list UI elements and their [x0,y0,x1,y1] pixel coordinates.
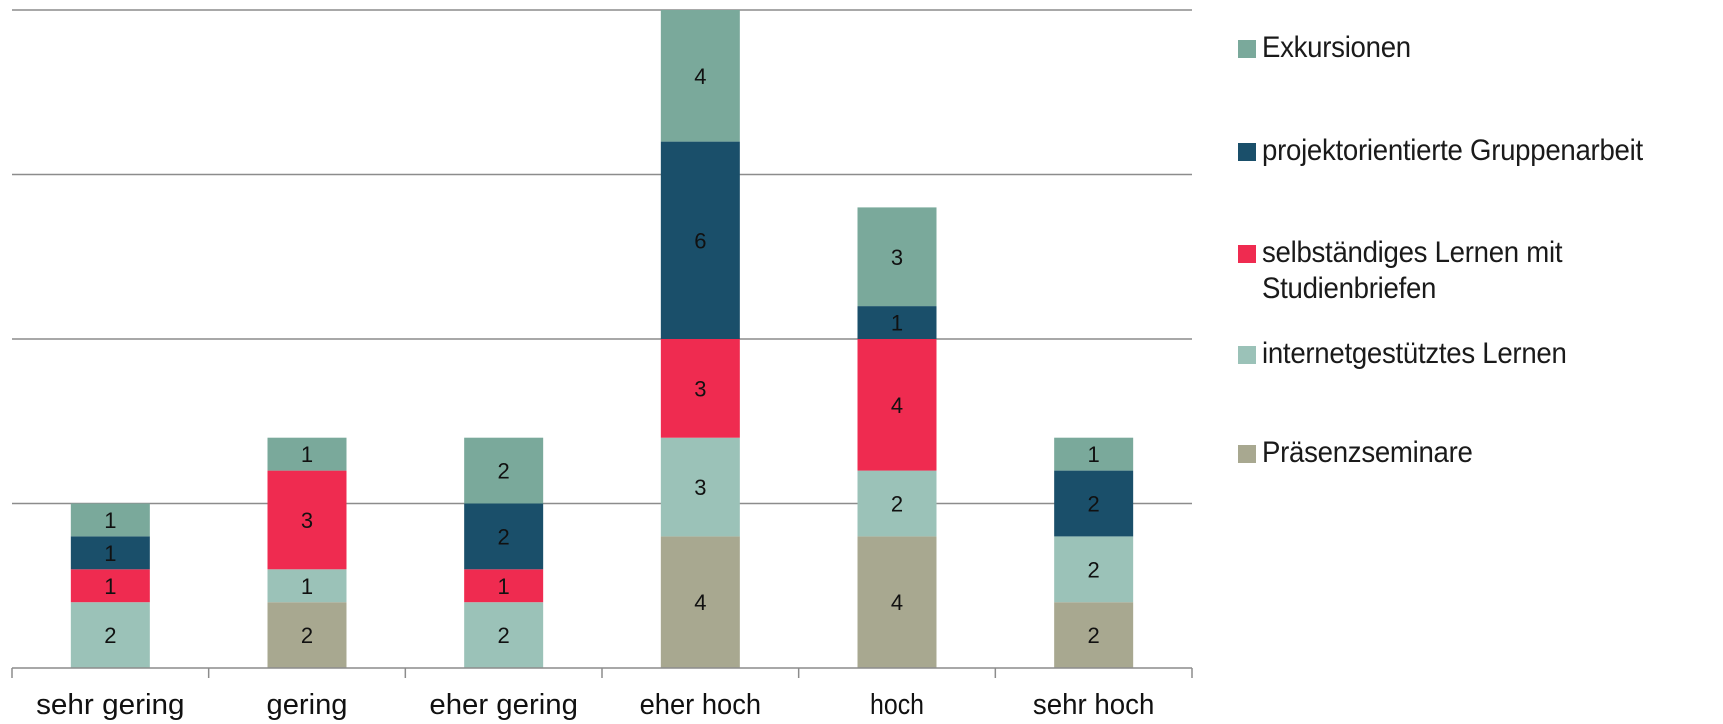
bar-segment [660,141,740,339]
bar-segment [464,437,544,504]
data-label: 4 [891,393,903,418]
legend-swatch [1238,346,1256,364]
bar-segment [660,536,740,668]
data-label: 3 [891,245,903,270]
data-label: 4 [891,590,903,615]
data-label: 4 [694,64,706,89]
bar-segment [1054,437,1134,471]
bar-segment [857,207,937,307]
legend-swatch [1238,445,1256,463]
bar-segment [70,536,150,570]
bar-segment [857,536,937,668]
bar-segment [464,503,544,570]
gridlines [12,9,1192,505]
bar-segment [1054,536,1134,603]
data-label: 2 [1088,557,1100,582]
data-label: 1 [104,574,116,599]
legend-label: selbständiges Lernen mit Studienbriefen [1262,236,1563,305]
bar-segment [70,503,150,537]
data-label: 2 [498,459,510,484]
data-label: 6 [694,228,706,253]
x-axis: sehr gering gering eher gering eher hoch hoc… [11,667,1193,721]
data-label: 3 [694,475,706,500]
legend-swatch [1238,143,1256,161]
data-label: 1 [301,574,313,599]
data-label: 1 [104,508,116,533]
legend-item: selbständiges Lernen mit Studienbriefen [1238,235,1622,307]
bar-segment [267,569,347,603]
data-label: 3 [694,376,706,401]
data-label: 1 [1088,442,1100,467]
legend-swatch [1238,40,1256,58]
bar-segment [1054,602,1134,668]
data-label: 1 [301,442,313,467]
legend-swatch [1238,245,1256,263]
bar-segment [857,306,937,339]
bar-segment [267,470,347,570]
bar-segment [464,569,544,603]
data-label: 4 [694,590,706,615]
data-label: 2 [1088,623,1100,648]
legend-label: Präsenzseminare [1262,436,1473,469]
bar-segment [1054,470,1134,537]
data-label: 2 [1088,492,1100,517]
data-label: 2 [498,524,510,549]
legend-label: projektorientierte Gruppenarbeit [1262,134,1643,167]
bar-segment [464,602,544,668]
x-tick-label: eher hoch [640,689,762,721]
bar-segment [660,10,740,142]
bar-segment [267,437,347,471]
data-label: 2 [104,623,116,648]
bar-segment [70,569,150,603]
data-label: 2 [498,623,510,648]
legend-item: Exkursionen [1238,30,1723,66]
x-tick-label: eher gering [429,689,578,721]
x-tick-label: hoch [870,689,924,721]
legend-label: internetgestütztes Lernen [1262,337,1567,370]
bar-segment [857,339,937,471]
data-label: 2 [301,623,313,648]
data-label: 3 [301,508,313,533]
bar-segment [660,339,740,438]
bar-segment [70,602,150,668]
x-tick-label: sehr hoch [1033,689,1155,721]
bars: 2 1 1 1 2 1 3 1 2 1 2 2 4 3 3 6 4 4 2 4 1 3 2 2 2 1 [70,10,1134,668]
data-label: 2 [891,492,903,517]
x-tick-label: sehr gering [36,689,185,721]
x-tick-label: gering [267,689,348,721]
bar-segment [267,602,347,668]
data-label: 1 [104,541,116,566]
data-label: 1 [891,311,903,336]
data-label: 1 [498,574,510,599]
bar-segment [857,470,937,537]
legend-item: Präsenzseminare [1238,435,1723,471]
legend-item: projektorientierte Gruppenarbeit [1238,133,1723,169]
bar-segment [660,437,740,537]
legend-label: Exkursionen [1262,31,1411,64]
legend-item: internetgestütztes Lernen [1238,336,1723,372]
